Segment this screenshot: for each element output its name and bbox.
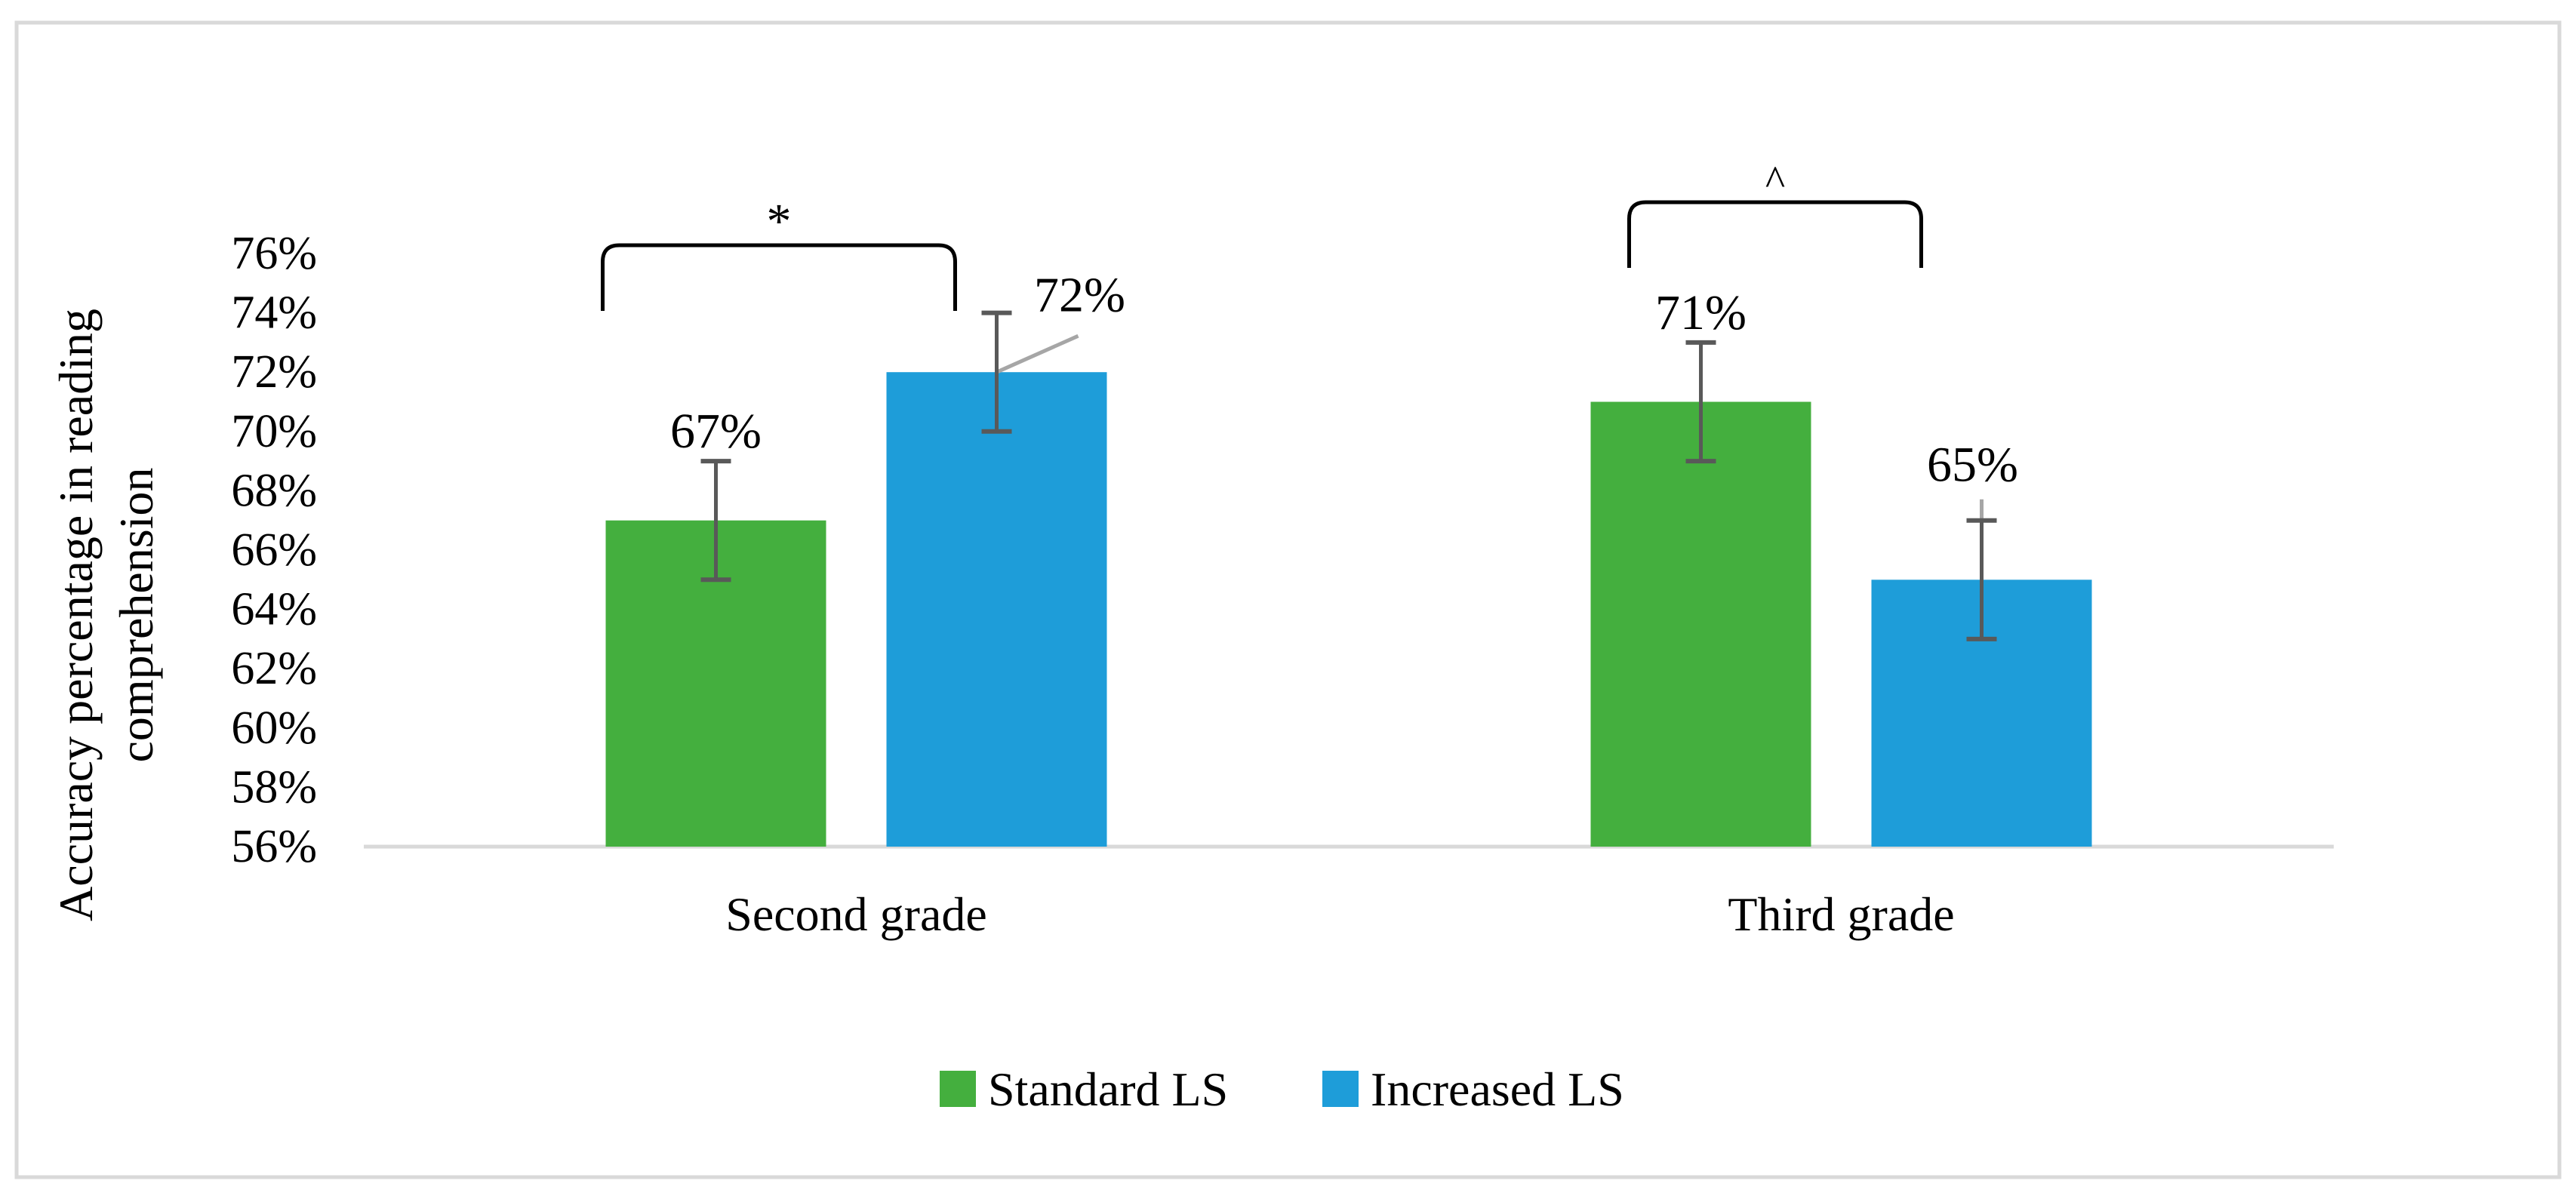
legend: Standard LS Increased LS — [940, 1062, 1624, 1116]
leader-line — [996, 334, 1079, 374]
category-label: Third grade — [1728, 887, 1954, 941]
significance-bracket — [1627, 200, 1923, 268]
y-axis-title-line-2: comprehension — [109, 468, 163, 763]
bar — [886, 372, 1107, 847]
bar — [1590, 401, 1811, 847]
y-tick-labels: 56% 58% 60% 62% 64% 66% 68% 70% 72% 74% 76% — [231, 228, 317, 872]
category-labels: Second grade Third grade — [725, 887, 1954, 941]
y-tick-label: 76% — [231, 228, 317, 279]
significance-symbol: ^ — [1765, 158, 1785, 204]
y-tick-label: 72% — [231, 346, 317, 398]
y-tick-label: 74% — [231, 287, 317, 339]
significance-symbol: * — [767, 194, 792, 249]
y-tick-label: 64% — [231, 584, 317, 635]
significance-bracket — [601, 243, 957, 311]
data-label: 71% — [1655, 285, 1747, 340]
y-tick-label: 68% — [231, 465, 317, 516]
y-tick-label: 62% — [231, 643, 317, 694]
y-tick-label: 70% — [231, 406, 317, 457]
error-bars — [700, 310, 1997, 641]
data-label: 65% — [1927, 438, 2018, 493]
data-label: 72% — [1034, 268, 1125, 323]
y-tick-label: 58% — [231, 761, 317, 813]
legend-swatch — [1322, 1071, 1359, 1107]
chart-border — [14, 20, 2562, 1179]
y-tick-label: 56% — [231, 821, 317, 872]
legend-label: Increased LS — [1371, 1062, 1624, 1116]
significance-brackets: *^ — [601, 158, 1923, 311]
data-labels: 67% 72% 71% 65% — [670, 268, 2018, 493]
category-label: Second grade — [725, 887, 987, 941]
legend-swatch — [940, 1071, 976, 1107]
data-label: 67% — [670, 404, 762, 459]
y-tick-label: 60% — [231, 703, 317, 754]
y-axis-title: Accuracy percentage in reading comprehen… — [49, 309, 163, 921]
y-axis-title-line-1: Accuracy percentage in reading — [49, 309, 103, 921]
y-tick-label: 66% — [231, 524, 317, 576]
legend-label: Standard LS — [988, 1062, 1228, 1116]
bars — [605, 372, 2092, 847]
